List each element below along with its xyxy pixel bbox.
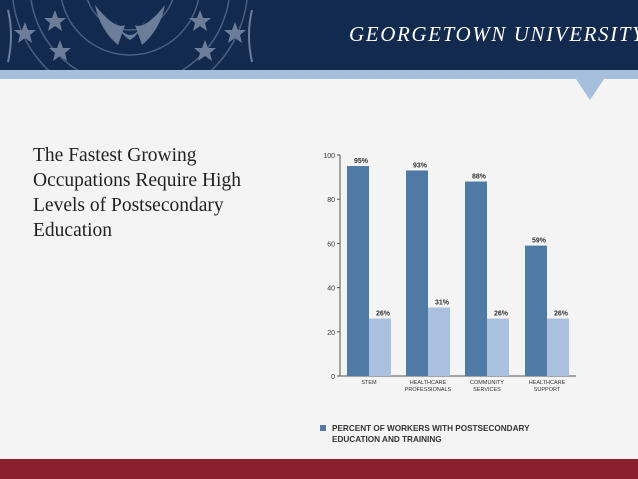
category-label: COMMUNITY: [470, 380, 504, 386]
data-label: 93%: [413, 162, 428, 169]
data-label: 26%: [376, 311, 391, 318]
data-label: 59%: [532, 238, 547, 245]
slide-title: The Fastest Growing Occupations Require …: [33, 143, 293, 243]
bar: [525, 245, 547, 376]
data-label: 88%: [472, 174, 487, 181]
bar: [428, 307, 450, 376]
header-notch-triangle: [576, 79, 604, 100]
bar: [347, 166, 369, 376]
slide-title-line: Occupations Require High: [33, 170, 241, 191]
y-tick-label: 20: [327, 330, 335, 337]
data-label: 31%: [435, 299, 450, 306]
y-tick-label: 60: [327, 241, 335, 248]
data-label: 95%: [354, 158, 369, 165]
university-seal-logo: [0, 0, 260, 70]
category-label: SERVICES: [473, 387, 501, 393]
legend-label: EDUCATION AND TRAINING: [332, 435, 442, 444]
footer-bar: [0, 459, 638, 479]
category-label: STEM: [361, 380, 377, 386]
y-tick-label: 40: [327, 286, 335, 293]
legend-swatch: [320, 425, 326, 431]
category-label: HEALTHCARE: [410, 380, 447, 386]
university-wordmark: GEORGETOWN UNIVERSITY: [349, 22, 638, 46]
bar: [487, 318, 509, 376]
data-label: 26%: [494, 311, 509, 318]
y-tick-label: 0: [331, 374, 335, 381]
bar: [465, 181, 487, 376]
y-tick-label: 80: [327, 197, 335, 204]
slide-title-line: Education: [33, 220, 113, 241]
slide-title-line: The Fastest Growing: [33, 145, 197, 166]
legend-label: PERCENT OF WORKERS WITH POSTSECONDARY: [332, 424, 530, 433]
data-label: 26%: [554, 311, 569, 318]
category-label: SUPPORT: [534, 387, 561, 393]
header-accent-band: [0, 70, 638, 79]
bar: [406, 170, 428, 376]
bar-chart: 0 20 40 60 80 100 95% 93% 88% 59% 26% 31% 26% 26% STEM…: [320, 153, 576, 444]
y-tick-label: 100: [323, 153, 335, 160]
bar: [369, 318, 391, 376]
category-label: HEALTHCARE: [529, 380, 566, 386]
bar: [547, 318, 569, 376]
slide-title-line: Levels of Postsecondary: [33, 195, 224, 216]
header-bar: GEORGETOWN UNIVERSITY: [0, 0, 638, 70]
category-label: PROFESSIONALS: [405, 387, 452, 393]
